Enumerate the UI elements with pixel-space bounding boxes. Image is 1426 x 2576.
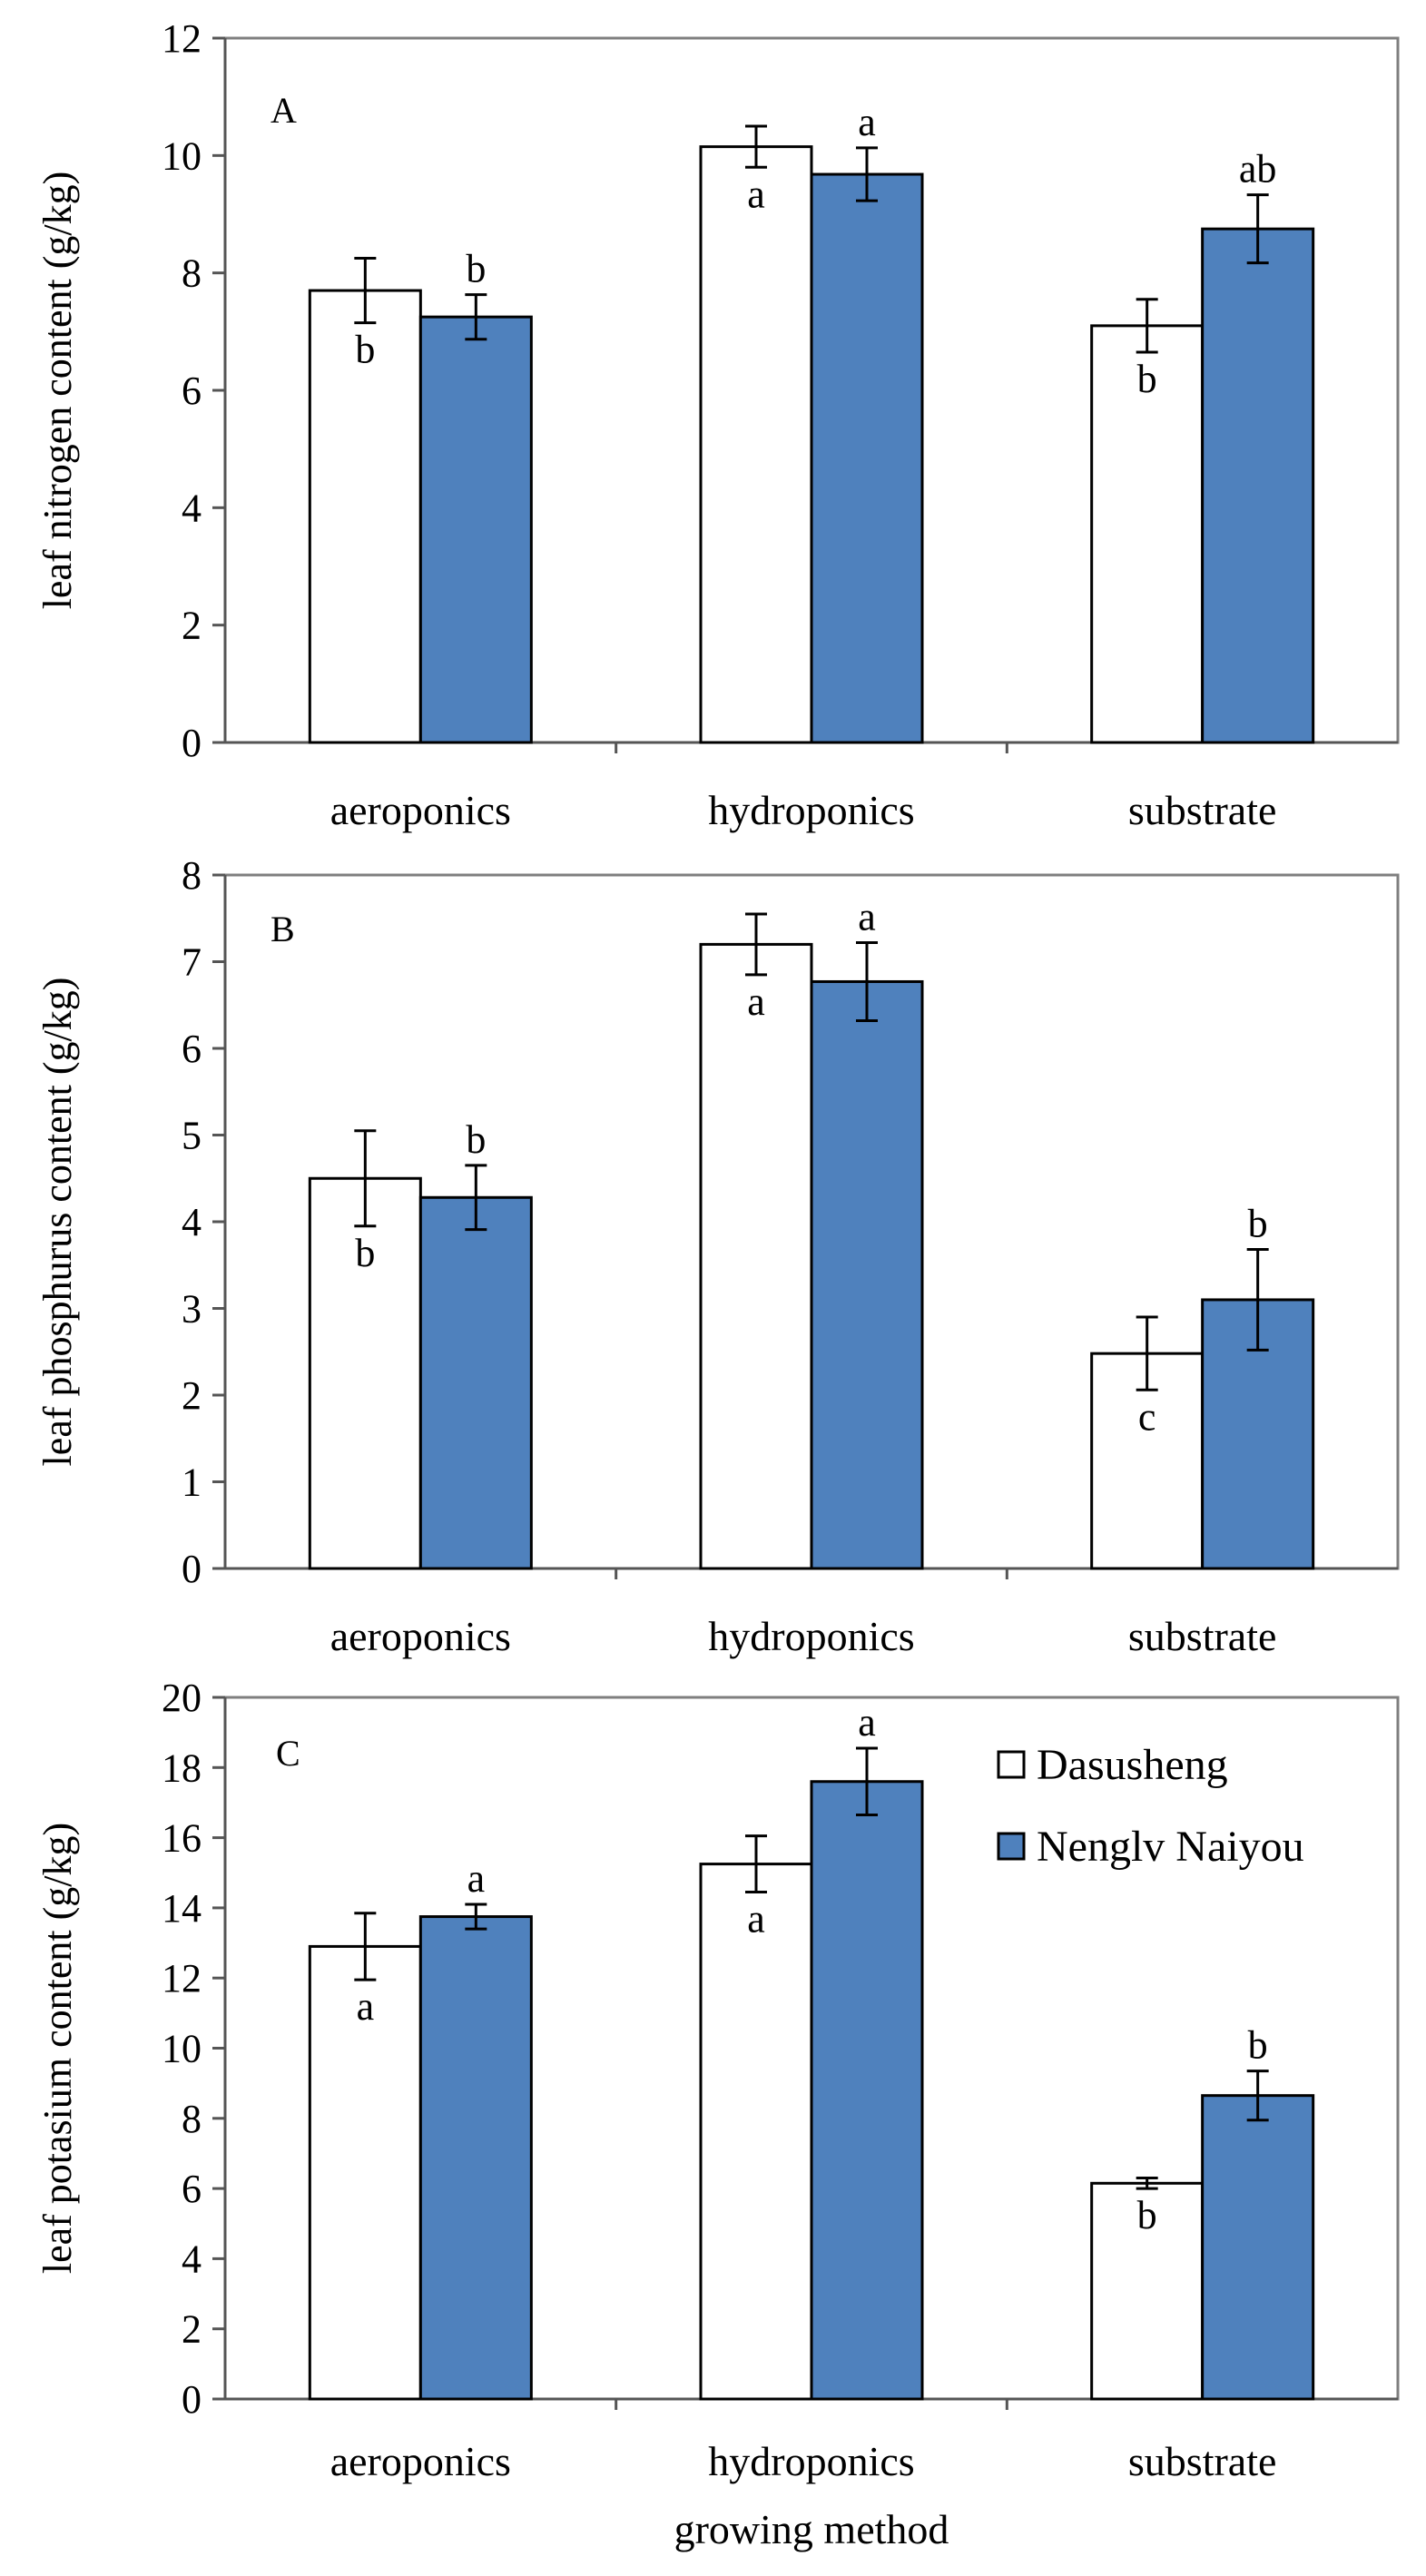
x-category-label: aeroponics: [330, 2438, 511, 2484]
y-tick-label: 12: [162, 1956, 202, 2001]
y-tick-label: 6: [182, 369, 202, 413]
x-category-label: hydroponics: [708, 1613, 914, 1659]
y-tick-label: 0: [182, 2377, 202, 2422]
y-tick-label: 6: [182, 1027, 202, 1071]
y-tick-label: 0: [182, 721, 202, 765]
y-tick-label: 4: [182, 486, 202, 530]
significance-label: ab: [1239, 147, 1277, 192]
y-tick-label: 2: [182, 2307, 202, 2352]
significance-label: b: [1248, 2023, 1268, 2068]
x-category-label: substrate: [1128, 1613, 1277, 1659]
bar-nenglv-naiyou: [1201, 2094, 1315, 2401]
y-tick-label: 12: [162, 16, 202, 61]
y-tick-label: 6: [182, 2167, 202, 2211]
y-tick-label: 16: [162, 1816, 202, 1861]
y-tick-label: 18: [162, 1745, 202, 1790]
y-tick-label: 5: [182, 1114, 202, 1158]
significance-label: a: [467, 1856, 486, 1901]
significance-label: a: [858, 100, 876, 144]
bar-nenglv-naiyou: [810, 979, 924, 1570]
y-tick-label: 1: [182, 1460, 202, 1505]
bar-dasusheng: [699, 145, 813, 744]
significance-label: b: [466, 1117, 486, 1162]
panel-letter: A: [270, 90, 297, 131]
legend-swatch: [997, 1750, 1026, 1779]
panel-b: 0 1 2 3 4 5 6 7 8 leaf phosphurus content (g/kg) B…: [35, 853, 1400, 1659]
bar-dasusheng: [1090, 2181, 1205, 2401]
y-tick-label: 20: [162, 1676, 202, 1720]
legend-label: Nenglv Naiyou: [1037, 1823, 1304, 1871]
significance-label: b: [1137, 357, 1157, 401]
y-tick-label: 10: [162, 133, 202, 178]
y-tick-label: 14: [162, 1886, 202, 1931]
panel-a: 0 2 4 6 8 10 12 leaf nitrogen content (g/kg) Aae…: [35, 16, 1400, 833]
y-tick-label: 8: [182, 2097, 202, 2141]
legend-swatch: [997, 1832, 1026, 1861]
x-category-label: hydroponics: [708, 2438, 914, 2484]
legend-label: Dasusheng: [1037, 1741, 1228, 1789]
x-axis-label: growing method: [674, 2506, 949, 2552]
significance-label: b: [466, 247, 486, 291]
x-category-label: substrate: [1128, 787, 1277, 833]
x-category-label: substrate: [1128, 2438, 1277, 2484]
y-axis-label: leaf nitrogen content (g/kg): [35, 172, 80, 610]
y-tick-label: 10: [162, 2027, 202, 2071]
significance-label: a: [858, 894, 876, 939]
bar-dasusheng: [1090, 324, 1205, 744]
bar-nenglv-naiyou: [810, 1780, 924, 2401]
y-tick-label: 8: [182, 853, 202, 898]
bar-dasusheng: [699, 1863, 813, 2401]
bar-nenglv-naiyou: [810, 172, 924, 744]
bar-nenglv-naiyou: [418, 1915, 533, 2401]
significance-label: a: [747, 1897, 765, 1942]
x-category-label: hydroponics: [708, 787, 914, 833]
y-tick-label: 4: [182, 2237, 202, 2281]
x-category-label: aeroponics: [330, 1613, 511, 1659]
panel-letter: B: [270, 909, 295, 949]
significance-label: b: [1137, 2193, 1157, 2237]
significance-label: b: [355, 328, 375, 372]
significance-label: a: [357, 1984, 375, 2029]
y-tick-label: 7: [182, 940, 202, 985]
significance-label: a: [747, 979, 765, 1024]
y-tick-label: 4: [182, 1200, 202, 1244]
panel-letter: C: [276, 1733, 300, 1774]
significance-label: a: [747, 172, 765, 216]
bar-nenglv-naiyou: [418, 315, 533, 744]
bar-dasusheng: [308, 289, 422, 744]
y-tick-label: 2: [182, 604, 202, 648]
y-tick-label: 8: [182, 251, 202, 296]
bar-nenglv-naiyou: [418, 1195, 533, 1570]
bar-dasusheng: [308, 1176, 422, 1570]
significance-label: b: [355, 1231, 375, 1275]
significance-label: c: [1138, 1394, 1156, 1439]
y-axis-label: leaf phosphurus content (g/kg): [35, 978, 80, 1467]
y-axis-label: leaf potasium content (g/kg): [35, 1823, 80, 2274]
bar-nenglv-naiyou: [1201, 227, 1315, 744]
x-category-label: aeroponics: [330, 787, 511, 833]
y-tick-label: 2: [182, 1373, 202, 1418]
panel-c: 0 2 4 6 8 10 12 14 16 18 20 leaf potasium content (…: [35, 1676, 1400, 2552]
y-tick-label: 0: [182, 1547, 202, 1591]
significance-label: b: [1248, 1202, 1268, 1246]
bar-dasusheng: [699, 942, 813, 1570]
significance-label: a: [858, 1700, 876, 1745]
legend: Dasusheng Nenglv Naiyou: [997, 1741, 1304, 1871]
y-tick-label: 3: [182, 1287, 202, 1332]
